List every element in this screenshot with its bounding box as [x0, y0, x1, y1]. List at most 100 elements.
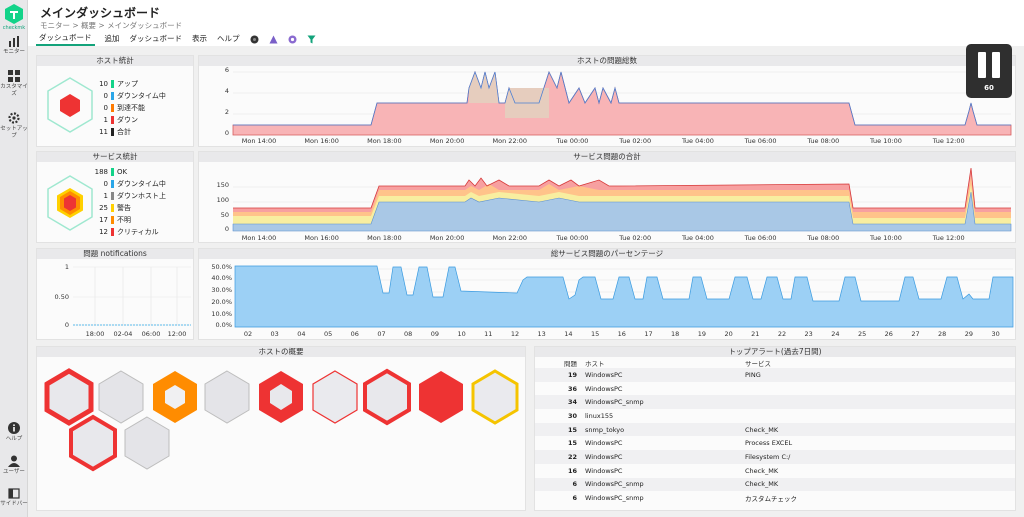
table-row[interactable]: 6 WindowsPC_snmp Check_MK — [535, 477, 1015, 492]
checkmk-logo-icon[interactable] — [3, 3, 25, 25]
y-tick-label: 2 — [224, 108, 229, 116]
stat-row-ok[interactable]: 188 OK — [94, 168, 128, 176]
breadcrumb[interactable]: モニター > 概要 > メインダッシュボード — [40, 21, 183, 30]
x-tick-label: Tue 04:00 — [681, 234, 714, 242]
table-row[interactable]: 30 linux155 — [567, 411, 614, 420]
x-tick-label: 06 — [350, 330, 359, 338]
stat-row-total[interactable]: 11 合計 — [99, 128, 131, 136]
host-stats-hexagon[interactable] — [45, 76, 95, 134]
status-dot-icon[interactable] — [250, 35, 259, 44]
host-stats-panel: ホスト統計 10 アップ 0 ダウンタイム中 0 到達不能 1 ダウン 11 合計 — [36, 55, 194, 147]
x-tick-label: Mon 20:00 — [429, 234, 465, 242]
stat-row-critical[interactable]: 12 クリティカル — [99, 228, 159, 236]
stat-row-unreachable[interactable]: 0 到達不能 — [103, 104, 145, 112]
host-hex[interactable] — [419, 371, 463, 423]
y-tick-label: 0 — [224, 129, 229, 137]
y-tick-label: 50 — [220, 211, 229, 219]
x-tick-label: 19 — [697, 330, 707, 338]
sidebar-item-label: カスタマイズ — [0, 84, 28, 97]
table-row[interactable]: 16 WindowsPC Check_MK — [567, 466, 779, 475]
x-tick-label: 18 — [671, 330, 680, 338]
host-hex[interactable] — [471, 369, 519, 425]
stat-row-unknown[interactable]: 17 不明 — [99, 216, 131, 224]
filter-icon[interactable] — [307, 35, 316, 44]
menu-dashboard[interactable]: ダッシュボード — [129, 33, 183, 43]
y-tick-label: 4 — [224, 87, 229, 95]
table-row[interactable]: 36 WindowsPC — [567, 384, 623, 393]
menu-help[interactable]: ヘルプ — [217, 33, 240, 43]
stat-row-warning[interactable]: 25 警告 — [99, 204, 131, 212]
x-tick-label: Mon 16:00 — [304, 234, 339, 242]
sidebar-item-user[interactable]: ユーザー — [0, 455, 28, 476]
percentage-panel: 総サービス問題のパーセンテージ — [198, 248, 1016, 340]
x-tick-label: 12 — [510, 330, 520, 338]
host-hex[interactable] — [204, 370, 250, 424]
sidebar-item-setup[interactable]: セットアップ — [0, 112, 28, 139]
x-tick-label: Tue 12:00 — [932, 137, 965, 145]
menu-dashboard-active[interactable]: ダッシュボード — [36, 32, 95, 46]
host-hex[interactable] — [124, 416, 170, 470]
sidebar-toggle-icon — [8, 488, 20, 499]
host-overview-panel: ホストの概要 — [36, 346, 526, 511]
x-tick-label: 17 — [644, 330, 653, 338]
service-problems-graph[interactable] — [199, 162, 1017, 242]
host-hex[interactable] — [69, 414, 117, 472]
panel-title: ホストの問題総数 — [199, 56, 1015, 66]
x-tick-label: Tue 06:00 — [744, 137, 777, 145]
stat-row-down[interactable]: 1 ダウン — [103, 116, 138, 124]
x-tick-label: Mon 16:00 — [304, 137, 339, 145]
x-tick-label: 12:00 — [168, 330, 187, 338]
pause-icon — [992, 52, 1000, 78]
x-tick-label: Tue 08:00 — [807, 234, 840, 242]
sidebar-item-help[interactable]: ヘルプ — [0, 422, 28, 443]
sidebar-item-sidebar[interactable]: サイドバー — [0, 488, 28, 508]
host-hex[interactable] — [98, 370, 144, 424]
sidebar-item-label: ヘルプ — [5, 436, 23, 442]
host-hex[interactable] — [312, 370, 358, 424]
host-hex[interactable] — [363, 368, 411, 426]
panel-title: サービス統計 — [37, 152, 193, 162]
host-hex[interactable] — [259, 371, 303, 423]
x-tick-label: 05 — [323, 330, 333, 338]
table-row[interactable]: 34 WindowsPC_snmp — [535, 395, 1015, 410]
table-row[interactable]: 19 WindowsPC PING — [535, 368, 1015, 382]
percentage-graph[interactable] — [199, 259, 1017, 339]
notifications-graph[interactable]: 1 0.50 0 18:00 02-04 06:00 12:00 — [37, 259, 195, 339]
globe-icon[interactable] — [288, 35, 297, 44]
warning-icon[interactable] — [269, 35, 278, 44]
y-tick-label: 10.0% — [211, 310, 232, 318]
x-tick-label: 10 — [457, 330, 466, 338]
table-row[interactable]: 22 WindowsPC Filesystem C:/ — [535, 450, 1015, 464]
x-tick-label: 30 — [991, 330, 1000, 338]
sidebar-item-label: モニター — [2, 49, 25, 55]
service-problems-panel: サービス問題の合計 — [198, 151, 1016, 243]
table-row[interactable]: 6 WindowsPC_snmp カスタムチェック — [572, 494, 797, 504]
column-header[interactable]: サービス — [745, 359, 771, 368]
column-header[interactable]: 問題 — [564, 359, 577, 368]
sidebar-item-label: サイドバー — [0, 501, 28, 507]
x-tick-label: Mon 18:00 — [367, 137, 402, 145]
x-tick-label: 07 — [377, 330, 386, 338]
menu-add[interactable]: 追加 — [104, 33, 120, 43]
sidebar-item-customize[interactable]: カスタマイズ — [0, 70, 28, 97]
pause-refresh-button[interactable]: 60 — [966, 44, 1012, 98]
stat-row-downtime[interactable]: 0 ダウンタイム中 — [103, 92, 166, 100]
service-stats-hexagon[interactable] — [45, 174, 95, 232]
menu-display[interactable]: 表示 — [192, 33, 207, 43]
table-row[interactable]: 15 snmp_tokyo Check_MK — [535, 422, 1015, 437]
table-row[interactable]: 15 WindowsPC Process EXCEL — [567, 439, 793, 448]
host-stats-list: 10 アップ 0 ダウンタイム中 0 到達不能 1 ダウン 11 合計 — [83, 78, 166, 138]
host-hex[interactable] — [44, 368, 94, 426]
x-tick-label: Tue 00:00 — [556, 234, 589, 242]
stat-row-on-down-host[interactable]: 1 ダウンホスト上 — [103, 192, 166, 200]
info-icon — [8, 422, 20, 434]
column-header[interactable]: ホスト — [585, 359, 605, 368]
host-problems-graph[interactable] — [199, 66, 1017, 146]
x-tick-label: 21 — [751, 330, 760, 338]
sidebar-item-monitor[interactable]: モニター — [0, 36, 28, 56]
stat-row-up[interactable]: 10 アップ — [99, 80, 138, 88]
panel-title: トップアラート(過去7日間) — [535, 347, 1015, 357]
x-tick-label: 27 — [911, 330, 920, 338]
stat-row-downtime[interactable]: 0 ダウンタイム中 — [103, 180, 166, 188]
host-hex[interactable] — [153, 371, 197, 423]
